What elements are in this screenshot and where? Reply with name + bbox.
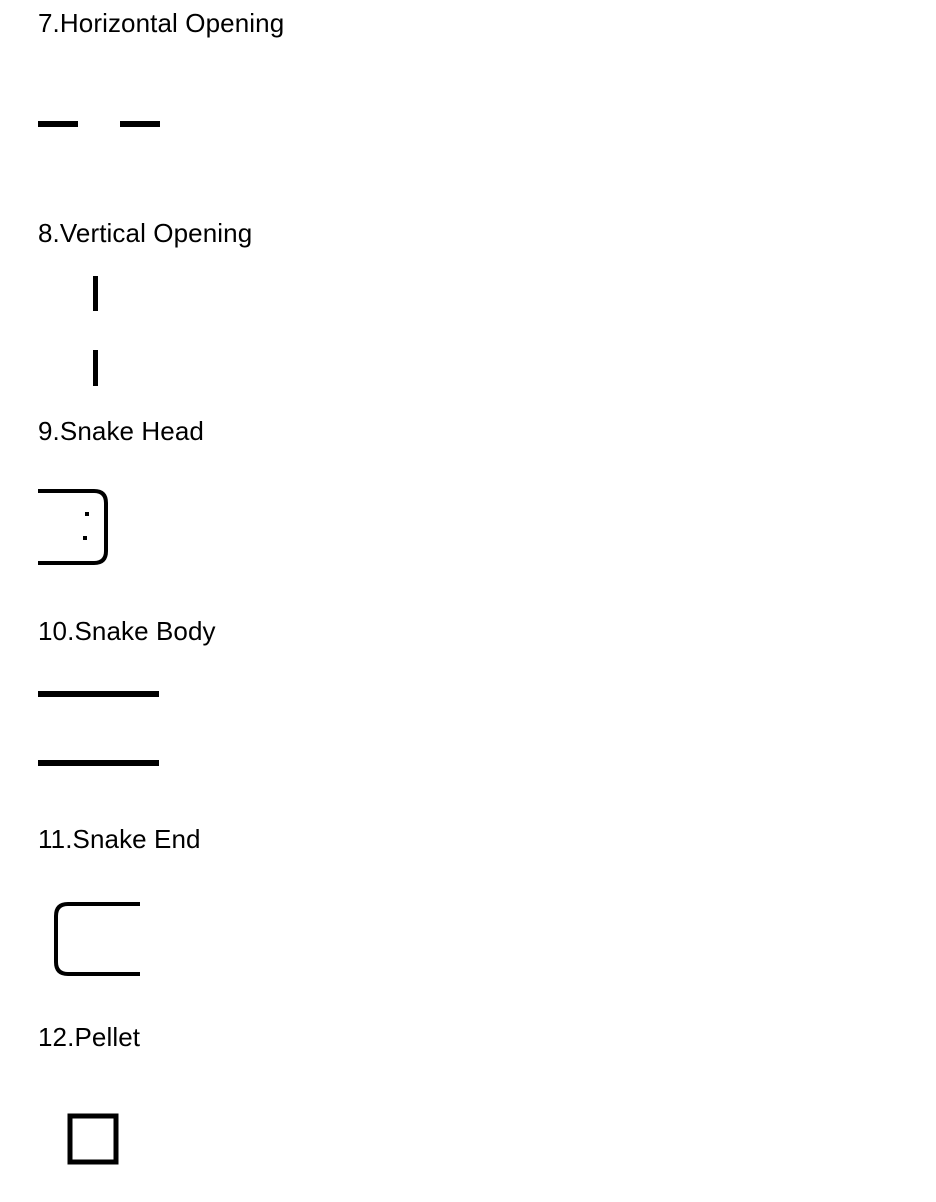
snake-end-icon [52, 900, 142, 980]
pellet-label: 12.Pellet [38, 1022, 141, 1052]
snake-body-icon [38, 688, 160, 772]
snake-head-icon [36, 488, 112, 566]
snake-head-label: 9.Snake Head [38, 416, 204, 446]
pellet-icon [66, 1112, 120, 1166]
vertical-opening-label: 8.Vertical Opening [38, 218, 253, 248]
horizontal-opening-label: 7.Horizontal Opening [38, 8, 285, 38]
snake-end-label: 11.Snake End [38, 824, 201, 854]
horizontal-opening-icon [38, 118, 160, 130]
vertical-opening-icon [90, 276, 102, 388]
snake-body-label: 10.Snake Body [38, 616, 216, 646]
